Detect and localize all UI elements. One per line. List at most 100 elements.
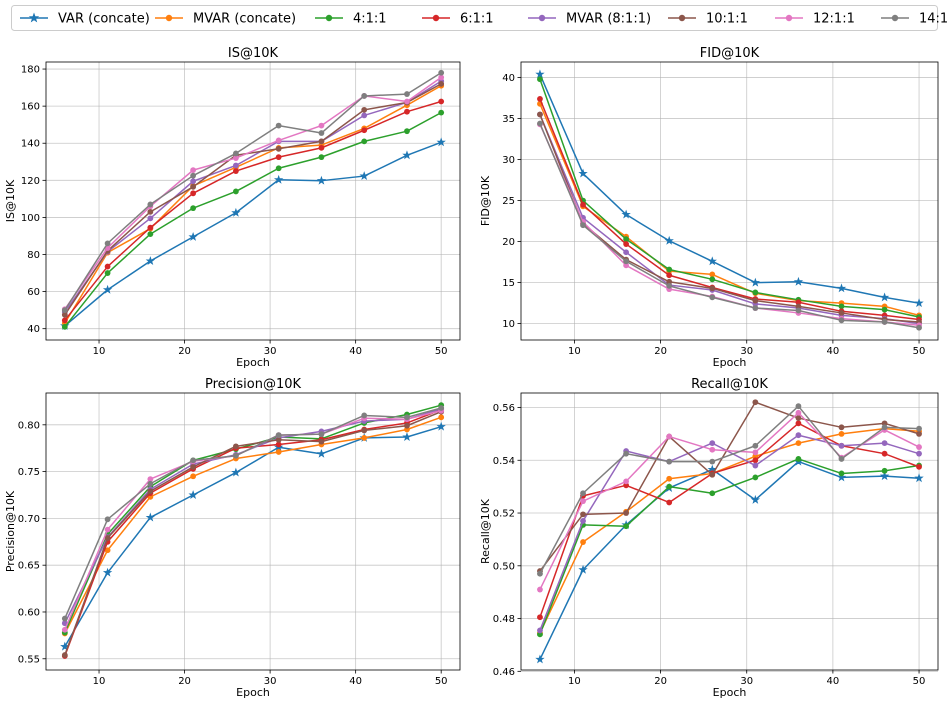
data-point [438,414,445,421]
data-point [752,462,759,469]
data-point [104,263,111,270]
series-line [64,141,442,327]
data-point [147,231,154,238]
data-point [232,150,239,157]
data-point [275,449,282,455]
x-tick-label: 30 [264,346,277,357]
data-point [623,241,630,247]
data-point [318,122,325,129]
y-tick-label: 40 [502,73,515,84]
data-point [709,490,716,497]
data-point [190,205,197,212]
series-line [64,80,442,313]
data-point [402,432,412,441]
data-point [881,467,888,474]
data-point [361,138,368,145]
series-line [64,416,442,634]
data-point [316,175,327,185]
series-line [539,458,920,635]
data-point [537,96,543,102]
x-tick-label: 30 [264,676,277,687]
series-line [64,408,442,624]
legend: VAR (concate) MVAR (concate) 4:1:1 6:1:1 MVA… [11,5,947,31]
series-line [539,123,920,329]
series-line [64,100,442,321]
x-tick-label: 10 [568,676,581,687]
axes-frame [45,392,461,671]
ticks: 10 20 30 40 50 0.55 0.60 0.65 0.70 0.75 0.80 [18,420,448,687]
data-point [61,317,68,324]
legend-frame [11,5,938,31]
panel-recall-10k: 10 20 30 40 50 0.46 0.48 0.50 0.52 0.54 0.56 Recall… [479,377,939,699]
series-var-concate [60,137,446,330]
data-point [795,307,802,314]
series-line [64,407,442,619]
data-point [750,277,761,287]
data-point [881,440,888,447]
data-point [795,420,802,427]
legend-entry-10-1-1: 10:1:1 [668,12,748,27]
data-point [838,317,845,324]
data-point [361,127,368,134]
ticks: 10 20 30 40 50 0.46 0.48 0.50 0.52 0.54 0.56 [493,403,926,687]
legend-entry-4-1-1: 4:1:1 [315,12,387,27]
x-tick-label: 30 [740,676,753,687]
data-point [666,483,673,490]
data-point [147,201,154,208]
legend-label: MVAR (8:1:1) [566,12,651,27]
data-point [752,474,759,481]
series-14-1-1 [537,120,922,331]
data-point [436,421,446,431]
y-tick-label: 60 [27,287,40,298]
series-mvar-concate [537,425,922,636]
data-point [537,614,543,621]
data-point [664,235,674,245]
y-tick-label: 100 [21,213,40,224]
data-point [621,209,631,219]
series-line [64,85,442,324]
data-point [537,586,543,593]
data-point [147,476,154,482]
series-12-1-1 [61,74,445,313]
data-point [709,458,716,465]
data-point [537,76,543,83]
data-point [275,145,282,152]
data-point [404,98,410,105]
series-12-1-1 [537,121,922,329]
data-point [750,494,761,504]
data-point [61,307,68,314]
data-point [709,440,716,447]
x-axis-title: Epoch [713,356,747,369]
data-point [580,222,586,229]
data-point [232,188,239,195]
legend-marker-circle-icon [785,14,793,22]
series-6-1-1 [537,96,922,323]
legend-entry-mvar-8-1-1: MVAR (8:1:1) [528,12,651,27]
x-tick-label: 20 [178,676,191,687]
panel-title: Recall@10K [691,377,768,392]
data-point [881,450,888,457]
data-point [275,441,282,448]
x-tick-label: 50 [435,676,448,687]
data-point [190,190,197,197]
y-tick-label: 160 [21,102,40,113]
data-point [231,467,241,477]
panel-title: IS@10K [228,46,279,61]
data-point [190,457,197,464]
series-line [64,76,442,310]
data-point [61,626,68,633]
data-point [752,305,759,311]
grid [521,62,938,340]
panel-title: FID@10K [700,46,760,61]
data-point [104,516,111,523]
x-tick-label: 10 [93,346,106,357]
data-point [666,433,673,440]
series-var-concate [535,69,924,308]
legend-label: 6:1:1 [460,12,494,27]
data-point [438,98,445,105]
data-point [318,130,325,136]
series-line [539,460,920,660]
data-point [61,652,68,658]
series-line [539,401,920,572]
y-axis-title: Precision@10K [4,490,17,572]
